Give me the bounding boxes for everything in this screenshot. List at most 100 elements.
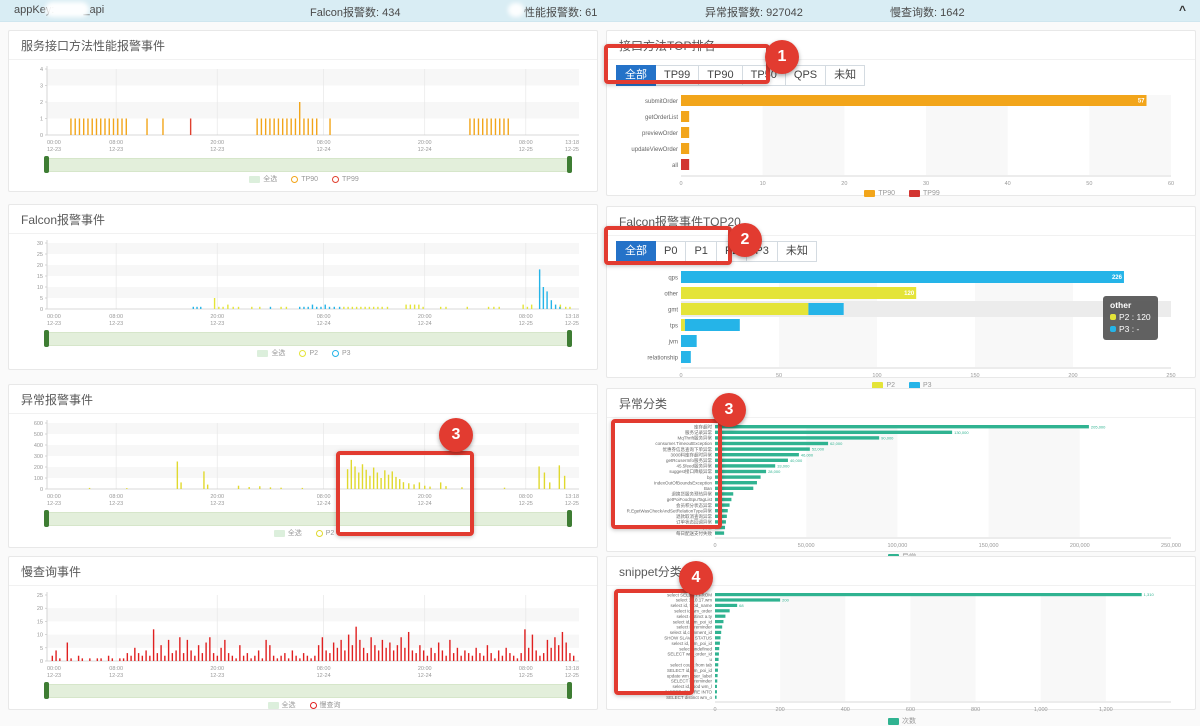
falcon-top20-bar-chart[interactable]: qps other gmt tps jvm relationship 226 120 0 50 10… [619, 267, 1185, 389]
slow-query-timeline-chart[interactable]: 0 5 10 15 20 25 00:00 12-23 08:00 12-23 20:00 12-23… [21, 589, 587, 710]
slow-query-stat: 慢查询数: 1642 [890, 7, 965, 19]
slider-handle-right[interactable] [567, 330, 572, 347]
panel-exception-events: 异常报警事件 0 100 200 300 400 500 600 00:00 12-23 08:0… [8, 384, 598, 548]
legend-item-次数[interactable]: 次数 [888, 716, 916, 726]
legend-item-TP90[interactable]: TP90 [864, 190, 895, 197]
panel-falcon-events: Falcon报警事件 0 5 10 15 20 25 30 00:00 12-23 08:00 12… [8, 204, 598, 370]
svg-text:12-24: 12-24 [418, 673, 432, 679]
svg-text:25: 25 [37, 252, 43, 258]
legend-item-P2[interactable]: P2 [872, 382, 895, 389]
svg-text:tps: tps [670, 323, 678, 329]
svg-text:getPoiFoodSpuTagList: getPoiFoodSpuTagList [667, 497, 713, 502]
svg-text:12-23: 12-23 [210, 501, 224, 507]
filter-button-P0[interactable]: P0 [655, 241, 687, 262]
slider-handle-right[interactable] [567, 682, 572, 699]
falcon-timeline-chart[interactable]: 0 5 10 15 20 25 30 00:00 12-23 08:00 12-23 20:00 12-… [21, 237, 587, 358]
collapse-caret-icon[interactable]: ^ [1178, 3, 1186, 17]
svg-text:08:00: 08:00 [109, 494, 123, 500]
chart-legend: TP90 TP99 [619, 190, 1185, 197]
svg-text:28,000: 28,000 [768, 469, 781, 474]
range-slider[interactable] [44, 330, 572, 347]
slider-handle-right[interactable] [567, 156, 572, 173]
range-slider[interactable] [44, 156, 572, 173]
filter-button-未知[interactable]: 未知 [776, 241, 817, 262]
svg-text:150: 150 [970, 373, 979, 379]
redaction-blur [45, 2, 89, 17]
annotation-badge-3: 3 [712, 393, 746, 427]
svg-text:600: 600 [906, 707, 915, 713]
svg-text:退款取消查询异常: 退款取消查询异常 [676, 513, 712, 520]
perf-timeline-chart[interactable]: 0 1 2 3 4 00:00 12-23 08:00 12-23 20:00 12-23 08:00… [21, 63, 587, 184]
legend-item-P3[interactable]: P3 [332, 349, 351, 357]
filter-button-TP90[interactable]: TP90 [698, 65, 743, 86]
svg-text:update wm_user_label: update wm_user_label [667, 673, 712, 678]
filter-button-全部[interactable]: 全部 [616, 65, 656, 86]
panel-perf-events: 服务接口方法性能报警事件 0 1 2 3 4 00:00 12-23 08:00 12-23 20… [8, 30, 598, 192]
chart-snippet-svg: select SELECT FROM 1,310 select 17.0.17.wm… [664, 592, 1171, 713]
svg-text:00:00: 00:00 [47, 314, 61, 320]
slider-handle-left[interactable] [44, 330, 49, 347]
legend-item-P2[interactable]: P2 [315, 529, 334, 537]
svg-text:10: 10 [760, 181, 766, 187]
legend-swatch [299, 349, 307, 357]
legend-item-P3[interactable]: P3 [909, 382, 932, 389]
legend-item-P2[interactable]: P2 [299, 349, 318, 357]
legend-label: P3 [923, 382, 932, 389]
filter-button-未知[interactable]: 未知 [825, 65, 866, 86]
legend-item-全选[interactable]: 全选 [249, 174, 277, 184]
svg-text:12-24: 12-24 [317, 321, 331, 327]
svg-text:每日配送支付失败: 每日配送支付失败 [676, 530, 712, 537]
legend-item-TP99[interactable]: TP99 [332, 175, 359, 183]
legend-item-TP99[interactable]: TP99 [909, 190, 940, 197]
legend-item-全选[interactable]: 全选 [267, 700, 296, 710]
svg-text:226: 226 [1112, 275, 1123, 281]
svg-text:4: 4 [40, 67, 43, 73]
svg-text:12-25: 12-25 [565, 147, 579, 153]
svg-text:15: 15 [37, 619, 43, 625]
range-slider[interactable] [44, 682, 572, 699]
range-slider[interactable] [44, 510, 572, 527]
exception-category-bar-chart[interactable]: 库存超时 205,000 服务记录异常 130,000 MqThrift服务异常 90,0… [619, 421, 1185, 562]
svg-text:20:00: 20:00 [210, 494, 224, 500]
panel-title: snippet分类 [607, 557, 1195, 586]
chart-falcon-svg: 05101520253000:0012-2308:0012-2320:0012-… [37, 240, 579, 327]
filter-button-P1[interactable]: P1 [685, 241, 717, 262]
legend-item-TP90[interactable]: TP90 [291, 175, 318, 183]
svg-text:suggest接口降级异常: suggest接口降级异常 [669, 468, 712, 475]
exception-timeline-chart[interactable]: 0 100 200 300 400 500 600 00:00 12-23 08:00 12-23 2… [21, 417, 587, 538]
legend-item-慢查询[interactable]: 慢查询 [309, 700, 341, 710]
legend-item-全选[interactable]: 全选 [273, 528, 302, 538]
filter-button-TP99[interactable]: TP99 [655, 65, 700, 86]
svg-text:0: 0 [40, 487, 43, 493]
svg-text:5: 5 [40, 296, 43, 302]
slider-handle-left[interactable] [44, 156, 49, 173]
slider-handle-left[interactable] [44, 510, 49, 527]
filter-button-全部[interactable]: 全部 [616, 241, 656, 262]
svg-text:0: 0 [679, 373, 682, 379]
legend-swatch [888, 717, 899, 725]
svg-text:200: 200 [1068, 373, 1077, 379]
svg-text:select 17.0.17.wm: select 17.0.17.wm [676, 598, 713, 603]
panel-snippet-category: snippet分类 select SELECT FROM 1,310 select … [606, 556, 1196, 725]
svg-text:all: all [672, 163, 678, 169]
svg-text:12-23: 12-23 [210, 147, 224, 153]
filter-button-QPS[interactable]: QPS [784, 65, 827, 86]
svg-text:select distinct a.ty: select distinct a.ty [676, 614, 712, 619]
legend-label: P2 [309, 349, 318, 357]
svg-text:20:00: 20:00 [418, 314, 432, 320]
slider-handle-left[interactable] [44, 682, 49, 699]
svg-text:08:00: 08:00 [109, 666, 123, 672]
legend-swatch [909, 190, 920, 197]
top-rank-bar-chart[interactable]: submitOrder getOrderList previewOrder updat… [619, 91, 1185, 197]
svg-text:INSERT IGNORE INTO: INSERT IGNORE INTO [665, 690, 713, 695]
svg-text:SELECT id,reminder: SELECT id,reminder [671, 679, 713, 684]
svg-text:select id, food_name: select id, food_name [670, 603, 712, 608]
slider-handle-right[interactable] [567, 510, 572, 527]
svg-text:IndexOutOfBoundsException: IndexOutOfBoundsException [654, 480, 713, 485]
svg-text:select id, food wm_l: select id, food wm_l [672, 684, 712, 689]
svg-text:15: 15 [37, 274, 43, 280]
svg-text:200,000: 200,000 [1070, 543, 1090, 549]
legend-item-全选[interactable]: 全选 [257, 348, 285, 358]
panel-top-rank: 接口方法TOP排名 全部 TP99 TP90 TP50 QPS 未知 submitOrde… [606, 30, 1196, 197]
snippet-category-bar-chart[interactable]: select SELECT FROM 1,310 select 17.0.17.wm… [619, 589, 1185, 726]
